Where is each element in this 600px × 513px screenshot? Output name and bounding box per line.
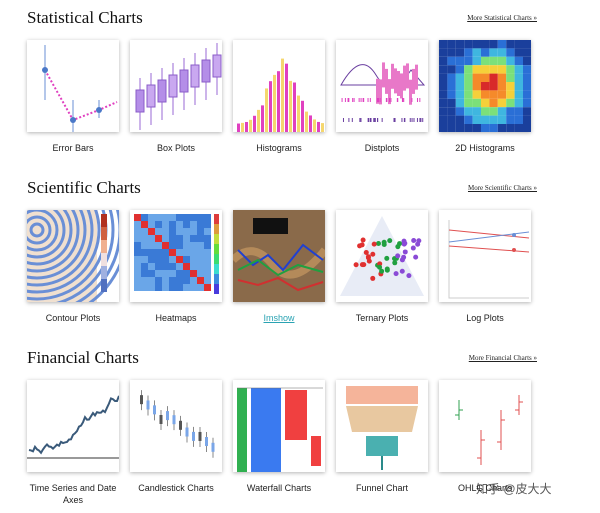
thumbnail-art: [140, 390, 215, 458]
thumbnail-art: [134, 214, 219, 294]
more-link[interactable]: More Scientific Charts »: [467, 184, 537, 192]
more-link[interactable]: More Statistical Charts »: [467, 14, 537, 22]
chart-label[interactable]: Log Plots: [466, 313, 504, 323]
section-title: Statistical Charts: [27, 8, 143, 27]
thumbnail-art: [42, 45, 118, 132]
section-title: Financial Charts: [27, 348, 139, 367]
thumbnail-art: [346, 386, 418, 470]
chart-label[interactable]: Ternary Plots: [355, 313, 409, 323]
thumbnail-art: [135, 43, 222, 130]
chart-label[interactable]: Error Bars: [52, 143, 94, 153]
chart-label[interactable]: OHLC Charts: [457, 483, 512, 493]
chart-thumbnail[interactable]: [439, 210, 531, 302]
thumbnail-art: [448, 220, 530, 299]
thumbnail-art: [455, 395, 523, 465]
chart-label[interactable]: Box Plots: [156, 143, 196, 153]
thumbnail-art: [27, 210, 119, 302]
thumbnail-art: [233, 210, 325, 302]
watermark: 知乎 @皮大大: [476, 482, 552, 496]
chart-label[interactable]: Imshow: [263, 313, 295, 323]
thumbnail-art: [439, 40, 531, 132]
chart-thumbnail[interactable]: [439, 40, 531, 132]
thumbnail-art: [27, 395, 119, 459]
chart-thumbnail[interactable]: [27, 210, 119, 302]
thumbnail-art: [237, 58, 324, 132]
thumbnail-art: [340, 62, 426, 122]
chart-thumbnail[interactable]: [336, 210, 428, 302]
more-link[interactable]: More Financial Charts »: [468, 354, 537, 362]
chart-thumbnail[interactable]: [336, 380, 428, 472]
chart-thumbnail[interactable]: [233, 380, 325, 472]
chart-label[interactable]: Distplots: [364, 143, 400, 153]
chart-label[interactable]: Candlestick Charts: [138, 483, 214, 493]
chart-thumbnail[interactable]: [27, 40, 119, 132]
chart-thumbnail[interactable]: [130, 40, 222, 132]
chart-thumbnail[interactable]: [130, 210, 222, 302]
section-title: Scientific Charts: [27, 178, 141, 197]
thumbnail-art: [340, 216, 424, 296]
chart-label[interactable]: 2D Histograms: [455, 143, 515, 153]
thumbnail-art: [237, 387, 323, 472]
chart-thumbnail[interactable]: [130, 380, 222, 472]
chart-thumbnail[interactable]: [233, 40, 325, 132]
chart-thumbnail[interactable]: [439, 380, 531, 472]
chart-label[interactable]: Funnel Chart: [355, 483, 409, 493]
chart-label[interactable]: Heatmaps: [155, 313, 197, 323]
chart-label[interactable]: Histograms: [256, 143, 302, 153]
chart-thumbnail[interactable]: [336, 40, 428, 132]
chart-label[interactable]: Contour Plots: [45, 313, 101, 323]
chart-label[interactable]: Time Series and Date Axes: [29, 483, 117, 505]
chart-thumbnail[interactable]: [27, 380, 119, 472]
chart-thumbnail[interactable]: [233, 210, 325, 302]
chart-label[interactable]: Waterfall Charts: [246, 483, 312, 493]
